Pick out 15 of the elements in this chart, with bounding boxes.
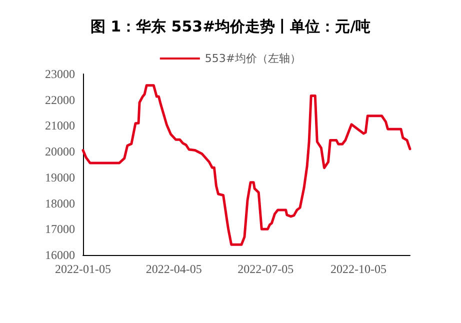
y-tick-label: 22000 <box>45 92 75 107</box>
x-tick-label: 2022-04-05 <box>146 262 202 276</box>
y-tick-label: 18000 <box>45 196 75 210</box>
chart-title: 图 1：华东 553#均价走势丨单位：元/吨 <box>90 18 371 36</box>
x-tick-label: 2022-01-05 <box>55 262 111 276</box>
y-tick-label: 20000 <box>45 144 75 159</box>
y-tick-label: 16000 <box>45 248 75 262</box>
y-tick-label: 23000 <box>45 67 75 81</box>
legend-label: 553#均价（左轴） <box>204 52 302 65</box>
y-tick-label: 19000 <box>45 170 75 184</box>
x-tick-label: 2022-10-05 <box>330 262 387 276</box>
line-series <box>82 84 412 246</box>
y-tick-label: 17000 <box>45 222 75 236</box>
x-tick-label: 2022-07-05 <box>238 262 294 276</box>
y-tick-label: 21000 <box>45 118 75 133</box>
